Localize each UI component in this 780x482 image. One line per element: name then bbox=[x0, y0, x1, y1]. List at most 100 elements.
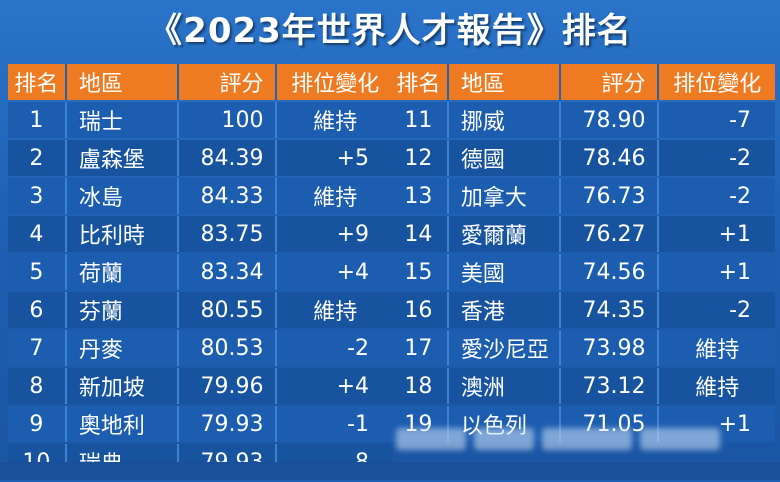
cell-change: 維持 bbox=[659, 330, 775, 366]
header-region: 地區 bbox=[448, 64, 562, 100]
cell-region: 香港 bbox=[448, 292, 562, 328]
cell-score: 74.56 bbox=[561, 254, 660, 290]
cell-region: 比利時 bbox=[66, 216, 180, 252]
table-row: 9 奧地利 79.93 -1 bbox=[8, 406, 393, 442]
cell-score: 76.73 bbox=[561, 178, 660, 214]
cell-change: +9 bbox=[277, 216, 393, 252]
cell-change: +4 bbox=[277, 368, 393, 404]
cell-score: 79.96 bbox=[179, 368, 278, 404]
cell-change: -1 bbox=[277, 406, 393, 442]
cell-change: +1 bbox=[659, 254, 775, 290]
header-change: 排位變化 bbox=[659, 64, 775, 100]
blurred-text-block bbox=[474, 428, 534, 450]
cell-region: 瑞士 bbox=[66, 102, 180, 138]
blurred-text-block bbox=[542, 428, 632, 450]
cell-change: -2 bbox=[659, 140, 775, 176]
cell-change: +4 bbox=[277, 254, 393, 290]
table-header-row: 排名 地區 評分 排位變化 bbox=[390, 64, 775, 100]
header-rank: 排名 bbox=[8, 64, 67, 100]
cell-rank: 17 bbox=[390, 330, 449, 366]
cell-rank: 14 bbox=[390, 216, 449, 252]
table-header-row: 排名 地區 評分 排位變化 bbox=[8, 64, 393, 100]
cell-score: 100 bbox=[179, 102, 278, 138]
table-row: 16 香港 74.35 -2 bbox=[390, 292, 775, 328]
cell-region: 澳洲 bbox=[448, 368, 562, 404]
cell-region: 德國 bbox=[448, 140, 562, 176]
cell-score: 78.90 bbox=[561, 102, 660, 138]
cell-rank: 5 bbox=[8, 254, 67, 290]
bottom-band bbox=[0, 462, 780, 480]
cell-change: -7 bbox=[659, 102, 775, 138]
cell-score: 83.34 bbox=[179, 254, 278, 290]
cell-change: 維持 bbox=[277, 178, 393, 214]
header-rank: 排名 bbox=[390, 64, 449, 100]
cell-rank: 2 bbox=[8, 140, 67, 176]
table-row: 7 丹麥 80.53 -2 bbox=[8, 330, 393, 366]
cell-rank: 9 bbox=[8, 406, 67, 442]
cell-region: 加拿大 bbox=[448, 178, 562, 214]
cell-score: 83.75 bbox=[179, 216, 278, 252]
cell-score: 78.46 bbox=[561, 140, 660, 176]
cell-score: 73.12 bbox=[561, 368, 660, 404]
table-row: 12 德國 78.46 -2 bbox=[390, 140, 775, 176]
cell-rank: 6 bbox=[8, 292, 67, 328]
cell-rank: 18 bbox=[390, 368, 449, 404]
cell-score: 74.35 bbox=[561, 292, 660, 328]
cell-score: 80.53 bbox=[179, 330, 278, 366]
cell-change: -2 bbox=[659, 292, 775, 328]
cell-rank: 15 bbox=[390, 254, 449, 290]
table-row: 1 瑞士 100 維持 bbox=[8, 102, 393, 138]
table-row: 18 澳洲 73.12 維持 bbox=[390, 368, 775, 404]
cell-rank: 3 bbox=[8, 178, 67, 214]
table-row: 4 比利時 83.75 +9 bbox=[8, 216, 393, 252]
cell-rank: 1 bbox=[8, 102, 67, 138]
blurred-watermark bbox=[390, 420, 780, 458]
header-score: 評分 bbox=[179, 64, 278, 100]
cell-rank: 11 bbox=[390, 102, 449, 138]
cell-region: 愛沙尼亞 bbox=[448, 330, 562, 366]
table-row: 5 荷蘭 83.34 +4 bbox=[8, 254, 393, 290]
cell-rank: 16 bbox=[390, 292, 449, 328]
cell-region: 丹麥 bbox=[66, 330, 180, 366]
ranking-table-right: 排名 地區 評分 排位變化 11 挪威 78.90 -7 12 德國 78.46 -2 13 加拿… bbox=[390, 62, 775, 444]
cell-change: 維持 bbox=[277, 292, 393, 328]
cell-rank: 4 bbox=[8, 216, 67, 252]
header-score: 評分 bbox=[561, 64, 660, 100]
cell-region: 荷蘭 bbox=[66, 254, 180, 290]
table-row: 11 挪威 78.90 -7 bbox=[390, 102, 775, 138]
cell-region: 愛爾蘭 bbox=[448, 216, 562, 252]
blurred-text-block bbox=[640, 428, 720, 450]
cell-region: 新加坡 bbox=[66, 368, 180, 404]
table-row: 14 愛爾蘭 76.27 +1 bbox=[390, 216, 775, 252]
cell-region: 奧地利 bbox=[66, 406, 180, 442]
cell-score: 84.39 bbox=[179, 140, 278, 176]
table-row: 2 盧森堡 84.39 +5 bbox=[8, 140, 393, 176]
header-region: 地區 bbox=[66, 64, 180, 100]
cell-change: 維持 bbox=[277, 102, 393, 138]
page-title: 《2023年世界人才報告》排名 bbox=[148, 11, 632, 51]
table-row: 6 芬蘭 80.55 維持 bbox=[8, 292, 393, 328]
cell-score: 76.27 bbox=[561, 216, 660, 252]
blurred-text-block bbox=[396, 428, 466, 450]
cell-change: -2 bbox=[277, 330, 393, 366]
cell-region: 芬蘭 bbox=[66, 292, 180, 328]
cell-region: 美國 bbox=[448, 254, 562, 290]
table-row: 17 愛沙尼亞 73.98 維持 bbox=[390, 330, 775, 366]
cell-score: 80.55 bbox=[179, 292, 278, 328]
cell-score: 79.93 bbox=[179, 406, 278, 442]
ranking-table-left: 排名 地區 評分 排位變化 1 瑞士 100 維持 2 盧森堡 84.39 +5 3 冰島 84.3… bbox=[8, 62, 393, 482]
table-row: 8 新加坡 79.96 +4 bbox=[8, 368, 393, 404]
cell-rank: 8 bbox=[8, 368, 67, 404]
cell-region: 冰島 bbox=[66, 178, 180, 214]
cell-change: +1 bbox=[659, 216, 775, 252]
cell-change: +5 bbox=[277, 140, 393, 176]
cell-change: 維持 bbox=[659, 368, 775, 404]
cell-score: 84.33 bbox=[179, 178, 278, 214]
table-row: 3 冰島 84.33 維持 bbox=[8, 178, 393, 214]
cell-rank: 13 bbox=[390, 178, 449, 214]
header-change: 排位變化 bbox=[277, 64, 393, 100]
cell-rank: 12 bbox=[390, 140, 449, 176]
cell-region: 盧森堡 bbox=[66, 140, 180, 176]
cell-region: 挪威 bbox=[448, 102, 562, 138]
